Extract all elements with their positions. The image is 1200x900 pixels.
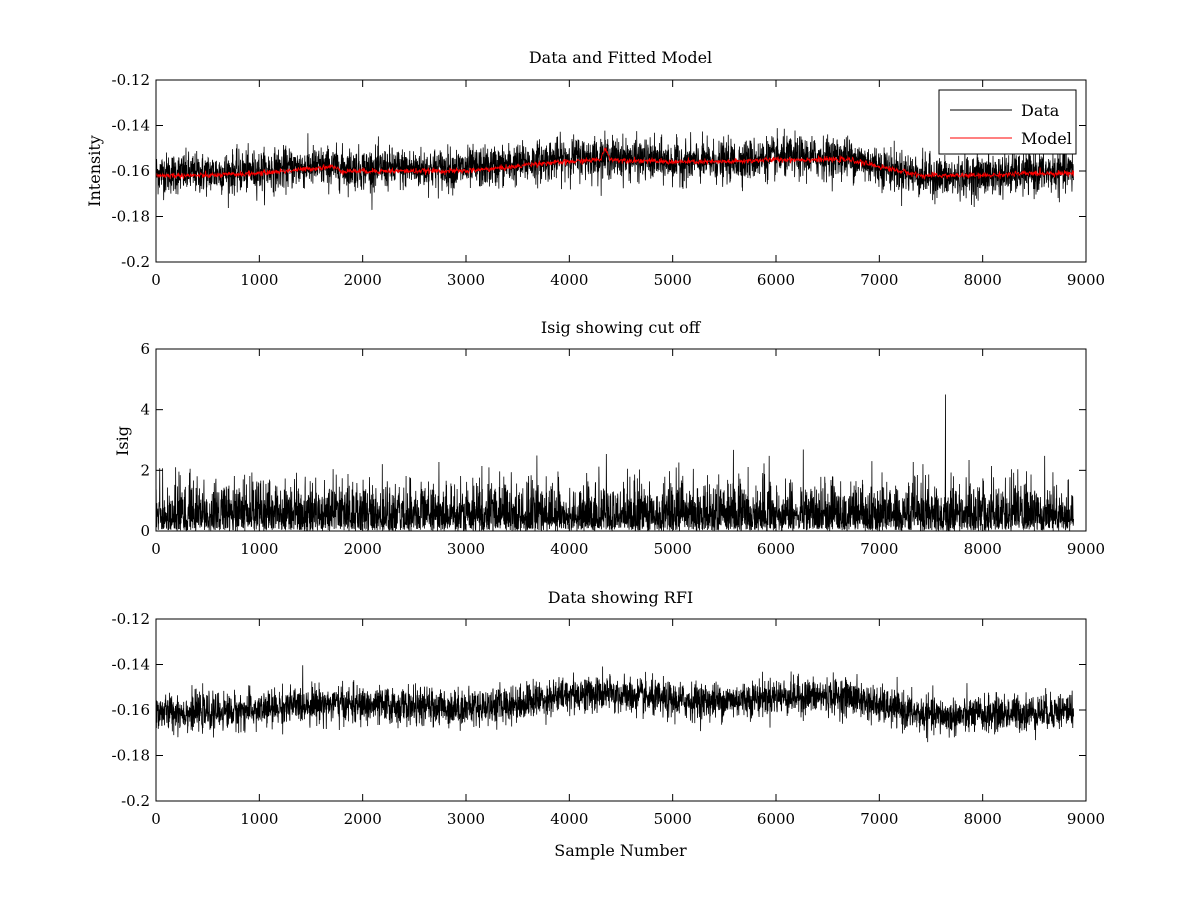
panel3-xtick-label: 5000	[654, 810, 692, 828]
panel-rfi: Data showing RFI 0 1000 2000 3000 4000 5000 60…	[112, 588, 1106, 860]
panel1-title: Data and Fitted Model	[529, 48, 712, 67]
panel1-xtick-label: 4000	[550, 271, 588, 289]
panel3-xtick-label: 6000	[757, 810, 795, 828]
panel1-ytick-label: -0.12	[112, 71, 150, 89]
legend-model-label: Model	[1021, 129, 1072, 148]
panel1-series-model-1	[156, 147, 1074, 180]
panel3-xtick-label: 3000	[447, 810, 485, 828]
panel1-ylabel: Intensity	[85, 135, 104, 207]
panel1-ticks: 0 1000 2000 3000 4000 5000 6000 7000 8000 9000 -0.…	[112, 71, 1106, 289]
panel2-xtick-label: 9000	[1067, 540, 1105, 558]
panel1-xtick-label: 6000	[757, 271, 795, 289]
panel3-ticks: 0 1000 2000 3000 4000 5000 6000 7000 8000 9000 -0.…	[112, 610, 1106, 828]
panel1-ytick-label: -0.2	[121, 253, 150, 271]
legend-data-label: Data	[1021, 101, 1060, 120]
panel-isig: Isig showing cut off Isig 0 1000 2000 3000 4…	[113, 318, 1105, 558]
panel2-ticks: 0 1000 2000 3000 4000 5000 6000 7000 8000 9000 0 2 4…	[140, 340, 1105, 558]
panel2-xtick-label: 7000	[860, 540, 898, 558]
panel2-series-line-0	[156, 394, 1074, 531]
panel1-xtick-label: 0	[151, 271, 161, 289]
panel2-axes-frame	[155, 348, 1087, 532]
panel1-xtick-label: 5000	[654, 271, 692, 289]
panel1-xtick-label: 3000	[447, 271, 485, 289]
panel1-xtick-label: 7000	[860, 271, 898, 289]
panel2-xtick-label: 4000	[550, 540, 588, 558]
panel3-xtick-label: 8000	[964, 810, 1002, 828]
panel1-xtick-label: 1000	[240, 271, 278, 289]
panel2-xtick-label: 6000	[757, 540, 795, 558]
panel2-xtick-label: 5000	[654, 540, 692, 558]
panel2-ytick-label: 0	[140, 522, 150, 540]
panel3-xtick-label: 4000	[550, 810, 588, 828]
panel2-title: Isig showing cut off	[541, 318, 702, 337]
panel2-plot-area	[156, 394, 1074, 531]
panel1-series-data-0	[156, 128, 1074, 210]
panel1-ytick-label: -0.18	[112, 208, 150, 226]
panel2-xtick-label: 2000	[344, 540, 382, 558]
panel3-ytick-label: -0.18	[112, 747, 150, 765]
panel3-ytick-label: -0.14	[112, 656, 150, 674]
panel2-ytick-label: 2	[140, 461, 150, 479]
panel3-xtick-label: 7000	[860, 810, 898, 828]
panel2-xtick-label: 1000	[240, 540, 278, 558]
panel3-title: Data showing RFI	[548, 588, 693, 607]
panel1-xtick-label: 8000	[964, 271, 1002, 289]
panel3-xtick-label: 2000	[344, 810, 382, 828]
panel-data-and-model: Data and Fitted Model Intensity 0 1000 200…	[85, 48, 1105, 289]
panel2-ytick-label: 6	[140, 340, 150, 358]
panel2-ylabel: Isig	[113, 426, 132, 456]
panel1-legend: Data Model	[938, 89, 1077, 155]
panel3-plot-area	[156, 665, 1074, 743]
panel2-xtick-label: 3000	[447, 540, 485, 558]
panel3-ytick-label: -0.12	[112, 610, 150, 628]
panel3-ytick-label: -0.2	[121, 792, 150, 810]
panel1-ytick-label: -0.14	[112, 117, 150, 135]
panel1-xtick-label: 2000	[344, 271, 382, 289]
panel2-xtick-label: 0	[151, 540, 161, 558]
panel3-xtick-label: 9000	[1067, 810, 1105, 828]
x-axis-label: Sample Number	[554, 841, 687, 860]
panel2-xtick-label: 8000	[964, 540, 1002, 558]
legend-box	[938, 89, 1077, 155]
panel3-xtick-label: 0	[151, 810, 161, 828]
panel3-series-line-0	[156, 665, 1074, 743]
panel1-plot-area	[156, 128, 1074, 210]
panel3-xtick-label: 1000	[240, 810, 278, 828]
panel1-xtick-label: 9000	[1067, 271, 1105, 289]
panel2-ytick-label: 4	[140, 401, 150, 419]
panel1-ytick-label: -0.16	[112, 162, 150, 180]
panel3-ytick-label: -0.16	[112, 701, 150, 719]
